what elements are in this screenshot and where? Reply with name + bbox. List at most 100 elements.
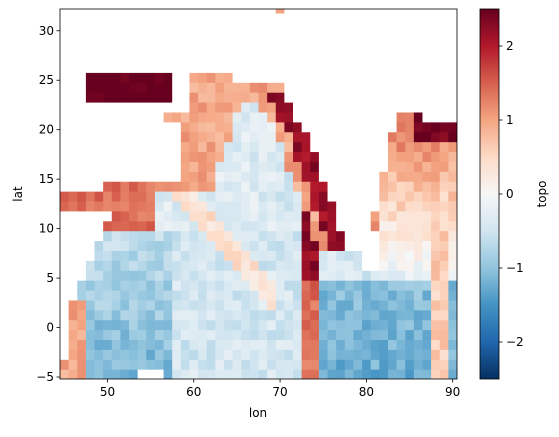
heatmap-cell: [120, 12, 130, 24]
heatmap-cell: [336, 82, 346, 93]
heatmap-cell: [448, 339, 457, 350]
heatmap-cell: [275, 359, 285, 370]
heatmap-cell: [293, 260, 303, 271]
heatmap-cell: [353, 309, 363, 321]
heatmap-cell: [60, 32, 70, 44]
heatmap-cell: [413, 32, 424, 44]
heatmap-cell: [396, 289, 406, 301]
heatmap-cell: [310, 111, 320, 123]
heatmap-cell: [387, 82, 398, 93]
heatmap-cell: [284, 369, 294, 379]
heatmap-cell: [387, 52, 398, 64]
heatmap-cell: [370, 92, 380, 103]
heatmap-cell: [223, 32, 234, 44]
tick-label: 10: [39, 222, 54, 236]
heatmap-cell: [301, 131, 311, 143]
heatmap-cell: [189, 131, 199, 143]
heatmap-cell: [387, 339, 398, 350]
heatmap-cell: [94, 141, 104, 153]
heatmap-cell: [422, 309, 432, 321]
heatmap-cell: [439, 200, 449, 212]
heatmap-cell: [413, 22, 424, 34]
heatmap-cell: [431, 339, 441, 350]
heatmap-cell: [129, 309, 139, 321]
heatmap-cell: [405, 101, 415, 113]
heatmap-cell: [362, 210, 372, 222]
heatmap-cell: [232, 210, 242, 222]
heatmap-cell: [336, 359, 346, 370]
heatmap-cell: [327, 12, 337, 24]
heatmap-cell: [189, 329, 199, 341]
heatmap-cell: [77, 52, 87, 64]
heatmap-cell: [111, 82, 122, 93]
heatmap-cell: [448, 101, 457, 113]
heatmap-cell: [396, 240, 406, 251]
heatmap-cell: [77, 171, 87, 182]
heatmap-cell: [111, 191, 122, 202]
heatmap-cell: [284, 240, 294, 251]
heatmap-cell: [267, 72, 277, 83]
heatmap-cell: [336, 141, 346, 153]
heatmap-cell: [94, 22, 104, 34]
heatmap-cell: [422, 151, 432, 162]
heatmap-cell: [198, 270, 208, 281]
heatmap-cell: [327, 319, 337, 331]
heatmap-cell: [267, 329, 277, 341]
heatmap-cell: [137, 42, 147, 54]
heatmap-cell: [77, 141, 87, 153]
heatmap-cell: [180, 270, 191, 281]
heatmap-cell: [422, 171, 432, 182]
heatmap-cell: [129, 181, 139, 192]
heatmap-cell: [258, 82, 268, 93]
heatmap-cell: [267, 101, 277, 113]
heatmap-cell: [405, 82, 415, 93]
heatmap-cell: [362, 181, 372, 192]
heatmap-cell: [431, 319, 441, 331]
heatmap-cell: [336, 369, 346, 379]
heatmap-cell: [258, 349, 268, 360]
heatmap-cell: [189, 121, 199, 133]
heatmap-cell: [223, 260, 234, 271]
heatmap-cell: [215, 62, 225, 73]
heatmap-cell: [94, 280, 104, 291]
heatmap-cell: [163, 92, 173, 103]
heatmap-cell: [310, 191, 320, 202]
heatmap-cell: [189, 369, 199, 379]
heatmap-cell: [129, 161, 139, 172]
heatmap-cell: [336, 220, 346, 232]
heatmap-cell: [198, 210, 208, 222]
heatmap-cell: [318, 349, 329, 360]
heatmap-cell: [344, 181, 355, 192]
heatmap-cell: [301, 62, 311, 73]
heatmap-cell: [232, 101, 242, 113]
heatmap-cell: [267, 42, 277, 54]
heatmap-cell: [223, 42, 234, 54]
heatmap-cell: [180, 151, 191, 162]
heatmap-cell: [94, 299, 104, 311]
heatmap-cell: [68, 22, 78, 34]
heatmap-cell: [103, 369, 113, 379]
heatmap-cell: [275, 339, 285, 350]
heatmap-cell: [258, 230, 268, 242]
heatmap-cell: [310, 92, 320, 103]
heatmap-cell: [353, 22, 363, 34]
heatmap-cell: [111, 42, 122, 54]
heatmap-cell: [439, 270, 449, 281]
heatmap-cell: [77, 200, 87, 212]
heatmap-cell: [422, 42, 432, 54]
heatmap-cell: [137, 9, 147, 14]
heatmap-cell: [405, 270, 415, 281]
heatmap-cell: [387, 299, 398, 311]
heatmap-cell: [327, 62, 337, 73]
heatmap-cell: [379, 82, 389, 93]
heatmap-cell: [198, 280, 208, 291]
heatmap-cell: [68, 131, 78, 143]
heatmap-cell: [163, 22, 173, 34]
heatmap-cell: [310, 151, 320, 162]
heatmap-cell: [241, 12, 251, 24]
heatmap-cell: [198, 111, 208, 123]
heatmap-cell: [180, 42, 191, 54]
heatmap-cell: [198, 72, 208, 83]
heatmap-cell: [60, 339, 70, 350]
heatmap-cell: [198, 101, 208, 113]
